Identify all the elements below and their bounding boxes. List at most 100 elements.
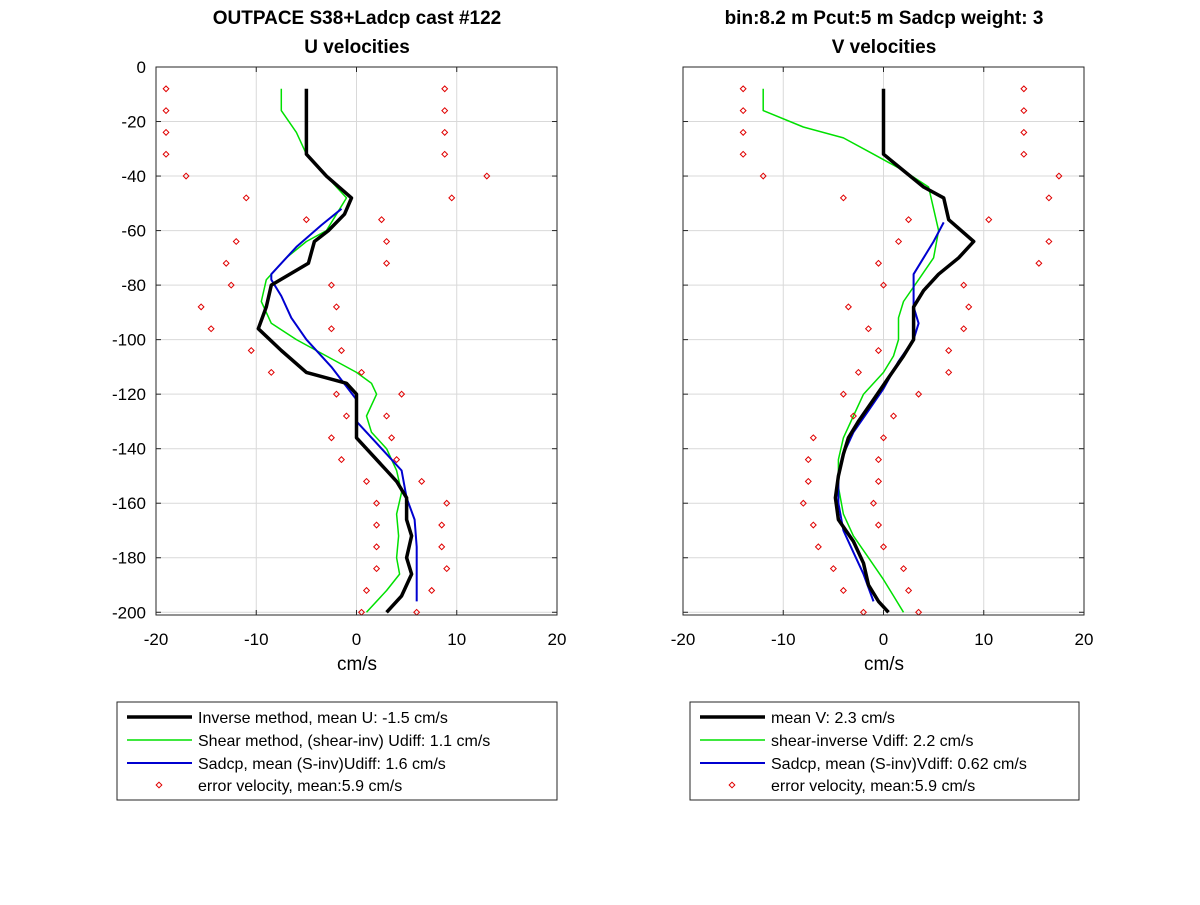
v-error-marker bbox=[854, 368, 862, 376]
u-error-marker bbox=[388, 434, 396, 442]
u-error-marker bbox=[337, 456, 345, 464]
u-error-marker bbox=[197, 303, 205, 311]
v-error-marker bbox=[739, 150, 747, 158]
v-grid bbox=[683, 67, 1084, 615]
v-error-marker bbox=[874, 347, 883, 355]
u-error-marker bbox=[327, 434, 335, 442]
v-velocity-panel: bin:8.2 m Pcut:5 m Sadcp weight: 3 V vel… bbox=[671, 8, 1094, 675]
u-y-tick-label: -200 bbox=[112, 603, 146, 622]
v-x-tick-label: 10 bbox=[974, 630, 993, 649]
u-y-tick-label: -140 bbox=[112, 440, 146, 459]
u-error-marker bbox=[182, 172, 190, 180]
v-error-marker bbox=[1020, 150, 1028, 158]
u-series-line-inverse bbox=[256, 88, 414, 614]
v-series-line-sadcp bbox=[837, 221, 945, 602]
v-error-marker bbox=[960, 325, 968, 333]
v-x-tick-label: 0 bbox=[879, 630, 888, 649]
u-velocity-panel: OUTPACE S38+Ladcp cast #122 U velocities… bbox=[112, 8, 566, 675]
u-error-marker bbox=[393, 456, 401, 464]
u-x-tick-label: 10 bbox=[447, 630, 466, 649]
v-error-marker bbox=[879, 434, 888, 442]
u-error-marker bbox=[373, 521, 381, 529]
v-error-marker bbox=[874, 259, 883, 267]
v-error-marker bbox=[839, 390, 847, 398]
u-y-tick-label: -80 bbox=[121, 276, 146, 295]
u-error-marker bbox=[428, 586, 436, 594]
u-error-marker bbox=[383, 237, 391, 246]
u-y-tick-label: -100 bbox=[112, 331, 146, 350]
v-legend-swatch-error bbox=[728, 781, 736, 789]
u-y-tick-label: -60 bbox=[121, 222, 146, 241]
v-error-marker bbox=[829, 565, 837, 573]
v-error-marker bbox=[839, 194, 847, 202]
u-series-line-shear bbox=[260, 88, 403, 613]
u-legend: Inverse method, mean U: -1.5 cm/s Shear … bbox=[116, 701, 558, 801]
u-error-marker bbox=[162, 85, 170, 93]
u-x-axis-label: cm/s bbox=[337, 654, 377, 675]
u-error-marker bbox=[362, 477, 371, 485]
u-error-marker bbox=[438, 543, 446, 551]
u-error-marker bbox=[247, 347, 255, 355]
v-error-marker bbox=[1045, 237, 1053, 246]
v-error-marker bbox=[905, 216, 913, 224]
u-legend-entry-shear: Shear method, (shear-inv) Udiff: 1.1 cm/… bbox=[198, 733, 490, 750]
v-error-marker bbox=[1035, 259, 1043, 267]
u-series bbox=[162, 85, 491, 616]
u-panel-title: OUTPACE S38+Ladcp cast #122 bbox=[213, 8, 501, 29]
u-error-marker bbox=[383, 412, 391, 420]
u-error-marker bbox=[357, 368, 366, 376]
u-error-marker bbox=[362, 586, 371, 594]
v-error-marker bbox=[879, 543, 888, 551]
u-error-marker bbox=[441, 107, 449, 115]
v-error-marker bbox=[874, 521, 883, 529]
u-panel-subtitle: U velocities bbox=[304, 37, 410, 58]
u-error-marker bbox=[443, 499, 451, 507]
v-legend: mean V: 2.3 cm/s shear-inverse Vdiff: 2.… bbox=[689, 701, 1080, 801]
u-y-tick-label: -20 bbox=[121, 113, 146, 132]
v-error-marker bbox=[1020, 128, 1028, 136]
u-error-marker bbox=[162, 107, 170, 115]
u-legend-entry-sadcp: Sadcp, mean (S-inv)Udiff: 1.6 cm/s bbox=[198, 756, 446, 773]
u-x-tick-label: 0 bbox=[352, 630, 361, 649]
v-error-marker bbox=[804, 477, 812, 485]
v-error-marker bbox=[859, 608, 867, 616]
u-x-tick-label: -10 bbox=[244, 630, 269, 649]
v-error-marker bbox=[905, 586, 913, 594]
v-error-marker bbox=[1020, 85, 1028, 93]
v-error-marker bbox=[809, 521, 817, 529]
u-error-marker bbox=[413, 608, 421, 616]
v-panel-subtitle: V velocities bbox=[832, 37, 937, 58]
v-error-marker bbox=[915, 390, 923, 398]
u-y-tick-label: -160 bbox=[112, 494, 146, 513]
v-panel-title: bin:8.2 m Pcut:5 m Sadcp weight: 3 bbox=[725, 8, 1044, 29]
u-error-marker bbox=[302, 216, 310, 224]
u-error-marker bbox=[483, 172, 491, 180]
v-error-marker bbox=[960, 281, 968, 289]
u-x-tick-label: -20 bbox=[144, 630, 169, 649]
v-error-marker bbox=[1020, 107, 1028, 115]
v-error-marker bbox=[945, 347, 953, 355]
u-error-marker bbox=[378, 216, 386, 224]
v-x-axis-label: cm/s bbox=[864, 654, 904, 675]
v-series bbox=[739, 85, 1063, 616]
v-error-marker bbox=[915, 608, 923, 616]
u-error-marker bbox=[441, 150, 449, 158]
v-legend-entry-shear: shear-inverse Vdiff: 2.2 cm/s bbox=[771, 733, 973, 750]
v-error-marker bbox=[985, 216, 993, 224]
u-error-marker bbox=[448, 194, 456, 202]
u-error-marker bbox=[207, 325, 215, 333]
u-error-marker bbox=[357, 608, 366, 616]
u-error-marker bbox=[332, 303, 340, 311]
u-y-tick-label: -180 bbox=[112, 549, 146, 568]
v-error-marker bbox=[895, 237, 903, 246]
v-error-marker bbox=[879, 281, 888, 289]
u-legend-entry-error: error velocity, mean:5.9 cm/s bbox=[198, 778, 402, 795]
u-ticks: -20 -10 0 10 200-20-40-60-80-100-120-140-160… bbox=[112, 58, 566, 649]
v-legend-entry-inverse: mean V: 2.3 cm/s bbox=[771, 710, 895, 727]
u-error-marker bbox=[373, 565, 381, 573]
v-x-tick-label: -20 bbox=[671, 630, 696, 649]
u-error-marker bbox=[227, 281, 235, 289]
v-error-marker bbox=[900, 565, 908, 573]
v-error-marker bbox=[874, 477, 883, 485]
